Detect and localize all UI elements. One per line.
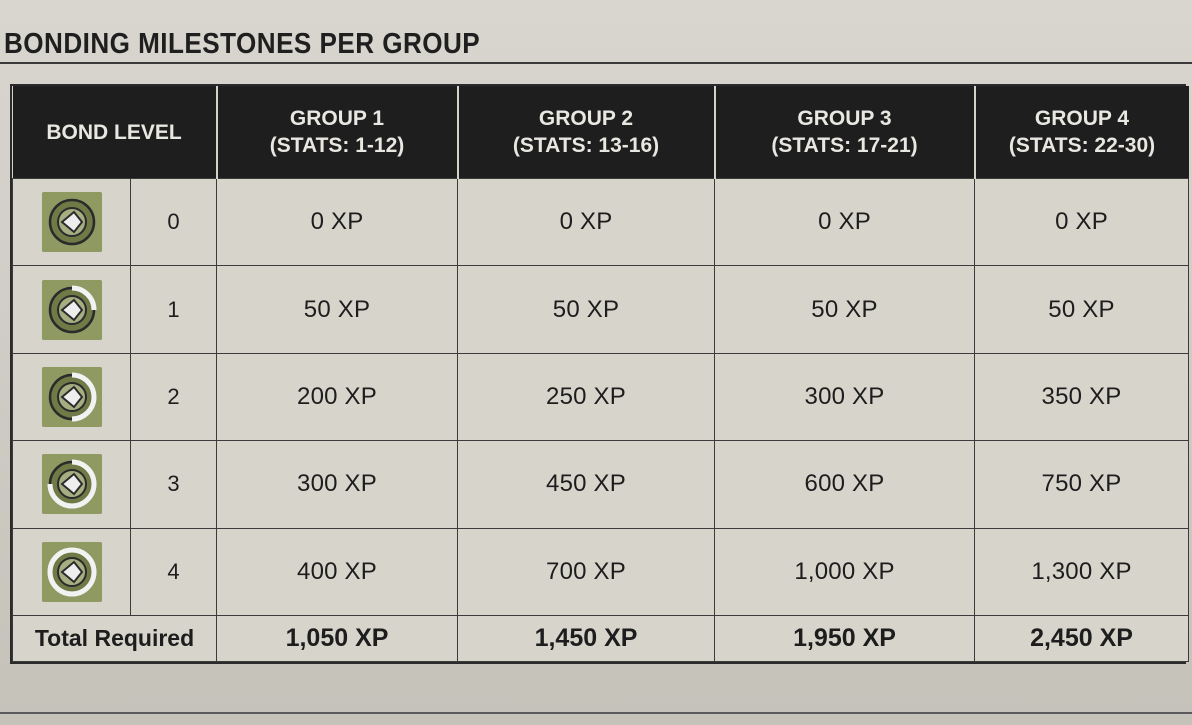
- bond-icon-cell: [12, 177, 131, 267]
- xp-cell: 0 XP: [216, 177, 458, 267]
- total-required-label: Total Required: [12, 615, 217, 662]
- table-row: 1 50 XP 50 XP 50 XP 50 XP: [12, 265, 1189, 354]
- bond-icon-cell: [12, 265, 131, 354]
- table-row: 3 300 XP 450 XP 600 XP 750 XP: [12, 440, 1189, 529]
- header-group-1: GROUP 1 (STATS: 1-12): [216, 86, 459, 179]
- title-divider: [0, 62, 1192, 64]
- total-xp-cell: 1,950 XP: [714, 615, 975, 662]
- xp-cell: 750 XP: [974, 440, 1189, 529]
- xp-cell: 0 XP: [457, 177, 715, 267]
- bond-icon-cell: [12, 440, 131, 529]
- table-row: 4 400 XP 700 XP 1,000 XP 1,300 XP: [12, 527, 1189, 617]
- bond-level-value: 3: [130, 440, 217, 529]
- header-group-stats: (STATS: 1-12): [269, 134, 405, 157]
- xp-cell: 400 XP: [216, 527, 458, 617]
- header-group-name: GROUP 2: [538, 107, 634, 130]
- xp-cell: 1,000 XP: [714, 527, 975, 617]
- header-group-2: GROUP 2 (STATS: 13-16): [457, 86, 716, 179]
- xp-cell: 700 XP: [457, 527, 715, 617]
- xp-cell: 250 XP: [457, 352, 715, 442]
- bond-icon-cell: [12, 352, 131, 442]
- bottom-divider: [0, 712, 1192, 714]
- bond-level-value: 2: [130, 352, 217, 442]
- xp-cell: 1,300 XP: [974, 527, 1189, 617]
- table-row: 0 0 XP 0 XP 0 XP 0 XP: [12, 177, 1189, 267]
- table-header-row: BOND LEVEL GROUP 1 (STATS: 1-12) GROUP 2…: [12, 86, 1189, 179]
- xp-cell: 0 XP: [974, 177, 1189, 267]
- xp-cell: 300 XP: [216, 440, 458, 529]
- header-group-stats: (STATS: 13-16): [512, 134, 660, 157]
- xp-cell: 50 XP: [457, 265, 715, 354]
- xp-cell: 0 XP: [714, 177, 975, 267]
- bonding-milestones-table: BOND LEVEL GROUP 1 (STATS: 1-12) GROUP 2…: [10, 84, 1189, 664]
- bond-level-1-icon: [41, 279, 102, 340]
- total-xp-cell: 1,450 XP: [457, 615, 715, 662]
- bond-level-value: 0: [130, 177, 217, 267]
- total-row: Total Required 1,050 XP 1,450 XP 1,950 X…: [12, 615, 1189, 662]
- xp-cell: 50 XP: [714, 265, 975, 354]
- header-group-name: GROUP 1: [289, 107, 385, 130]
- xp-cell: 350 XP: [974, 352, 1189, 442]
- header-group-name: GROUP 3: [797, 107, 892, 130]
- xp-cell: 600 XP: [714, 440, 975, 529]
- xp-cell: 50 XP: [974, 265, 1189, 354]
- header-group-name: GROUP 4: [1034, 107, 1130, 130]
- total-xp-cell: 1,050 XP: [216, 615, 458, 662]
- bond-icon-cell: [12, 527, 131, 617]
- total-xp-cell: 2,450 XP: [974, 615, 1189, 662]
- header-group-stats: (STATS: 17-21): [771, 134, 918, 157]
- bond-level-value: 1: [130, 265, 217, 354]
- bond-level-3-icon: [41, 454, 102, 515]
- header-group-3: GROUP 3 (STATS: 17-21): [714, 86, 976, 179]
- bond-level-value: 4: [130, 527, 217, 617]
- bond-level-0-icon: [41, 192, 102, 253]
- bond-level-4-icon: [41, 541, 102, 602]
- page-title: BONDING MILESTONES PER GROUP: [4, 28, 481, 60]
- xp-cell: 200 XP: [216, 352, 458, 442]
- xp-cell: 50 XP: [216, 265, 458, 354]
- xp-cell: 300 XP: [714, 352, 975, 442]
- header-group-stats: (STATS: 22-30): [1008, 134, 1156, 157]
- table-row: 2 200 XP 250 XP 300 XP 350 XP: [12, 352, 1189, 442]
- xp-cell: 450 XP: [457, 440, 715, 529]
- bond-level-2-icon: [41, 367, 102, 428]
- header-bond-level: BOND LEVEL: [12, 86, 218, 179]
- header-group-4: GROUP 4 (STATS: 22-30): [974, 86, 1189, 179]
